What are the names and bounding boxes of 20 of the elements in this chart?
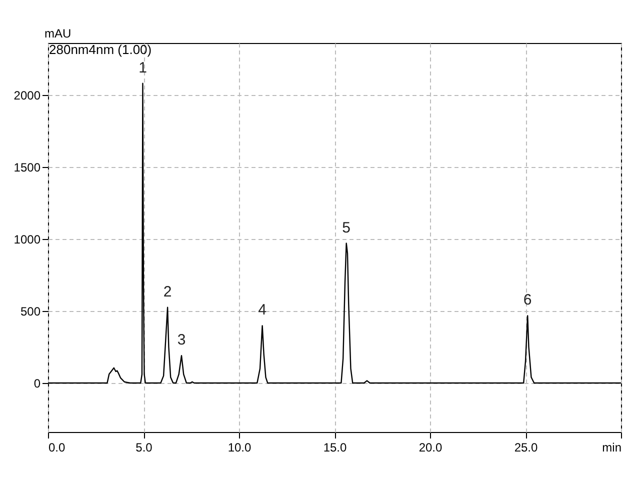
annotation: 2 (163, 283, 172, 300)
x-tick-label: 25.0 (514, 440, 538, 454)
annotation: 1 (138, 59, 147, 76)
annotation: 3 (177, 332, 186, 349)
x-tick-label: 20.0 (418, 440, 442, 454)
x-tick-label: 5.0 (136, 440, 153, 454)
annotation: 5 (342, 219, 351, 236)
x-tick-label: min (602, 440, 622, 454)
annotation: 4 (258, 302, 266, 319)
x-tick-label: 15.0 (323, 440, 347, 454)
y-tick-label: 1000 (14, 232, 41, 246)
x-tick-label: 0.0 (48, 440, 66, 454)
y-tick-label: 0 (34, 376, 41, 391)
y-axis-title: mAU (44, 26, 72, 40)
annotation: 6 (523, 292, 532, 309)
x-tick-label: 10.0 (228, 440, 252, 454)
annotation: 280nm4nm (1.00) (49, 42, 152, 57)
y-tick-label: 1500 (14, 160, 41, 174)
y-tick-label: 2000 (14, 88, 41, 102)
y-tick-label: 500 (20, 304, 41, 318)
